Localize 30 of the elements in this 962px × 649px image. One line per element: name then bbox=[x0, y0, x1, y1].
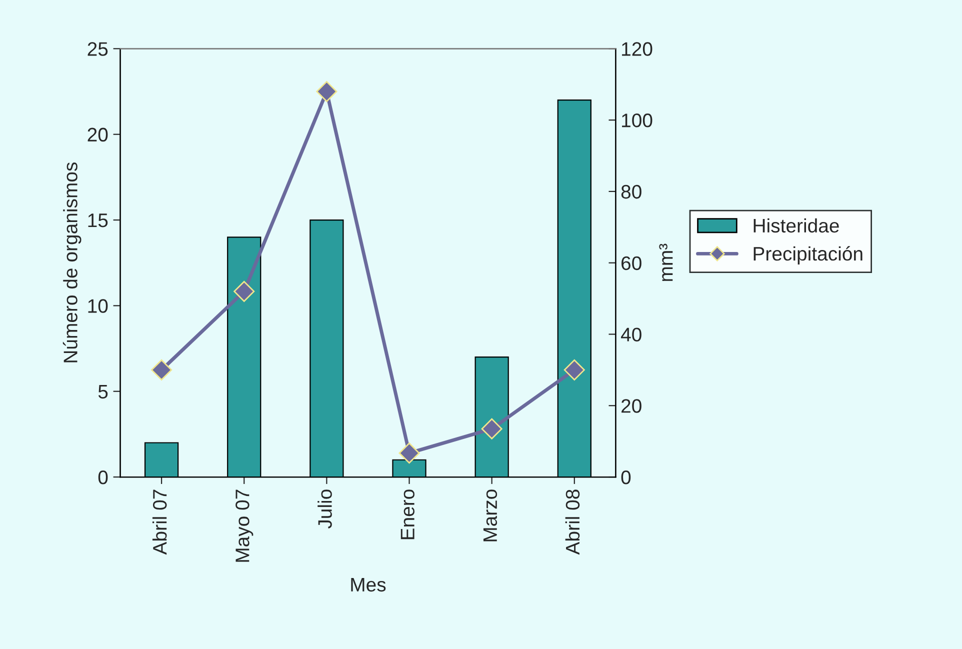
y2-tick-label: 40 bbox=[620, 328, 642, 342]
y2-tick-label: 60 bbox=[622, 256, 642, 270]
point bbox=[481, 418, 502, 440]
y2-tick-label: 100 bbox=[622, 114, 652, 128]
y-tick-label: 10 bbox=[88, 299, 108, 313]
y-tick-label: 0 bbox=[98, 470, 108, 484]
point bbox=[234, 280, 255, 302]
legend-label: Precipitación bbox=[754, 246, 862, 265]
legend-label: Histeridae bbox=[754, 218, 839, 233]
point bbox=[564, 359, 585, 380]
x-tick-label: Abril 07 bbox=[152, 490, 167, 555]
y2-tick-label: 80 bbox=[621, 184, 642, 199]
x-tick-label: Mayo 07 bbox=[236, 490, 254, 562]
x-tick-label: Enero bbox=[400, 490, 414, 540]
y2-axis-title: mm³ bbox=[659, 244, 673, 281]
x-tick-label: Julio bbox=[318, 490, 332, 529]
y-tick-label: 15 bbox=[88, 214, 108, 228]
x-tick-label: Marzo bbox=[483, 490, 498, 542]
y-axis-title: Número de organismos bbox=[62, 162, 82, 362]
y-tick-label: 25 bbox=[88, 42, 108, 56]
y2-tick-label: 0 bbox=[621, 470, 631, 484]
y-tick-label: 20 bbox=[88, 128, 108, 142]
point bbox=[151, 359, 172, 380]
point bbox=[316, 80, 338, 102]
y2-tick-label: 120 bbox=[622, 42, 652, 56]
x-tick-label: Abril 08 bbox=[565, 490, 580, 555]
y2-tick-label: 20 bbox=[622, 399, 642, 413]
x-axis-title: Mes bbox=[351, 578, 386, 592]
point bbox=[398, 442, 420, 464]
y-tick-label: 5 bbox=[98, 385, 108, 399]
